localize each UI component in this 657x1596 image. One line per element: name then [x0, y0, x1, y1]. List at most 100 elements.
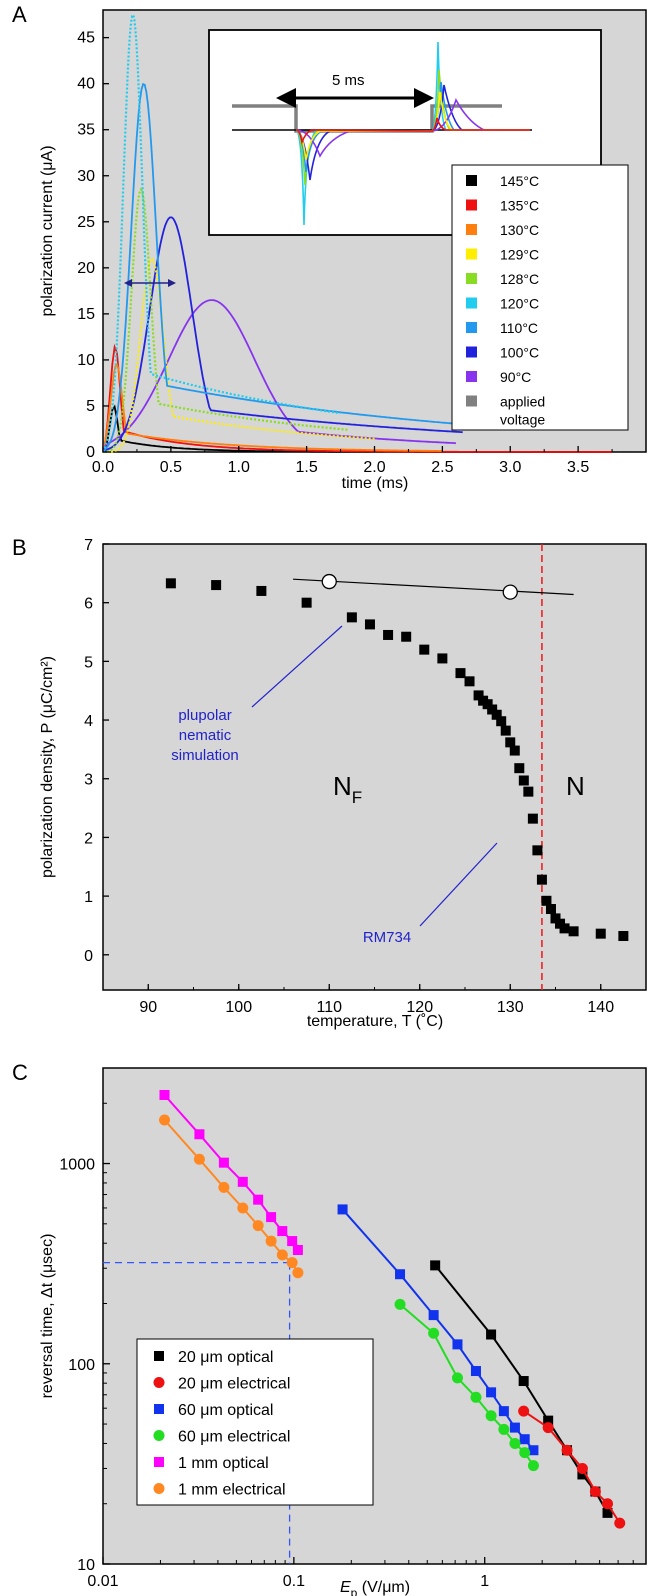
a-xtick-label: 1.0 — [228, 459, 250, 476]
rm734-leader-line — [419, 842, 498, 927]
c-circle-point — [158, 1114, 170, 1126]
rm734-point — [536, 874, 547, 885]
c-square-point — [519, 1434, 530, 1445]
rm734-point — [509, 745, 520, 756]
sim-label-line-3: simulation — [171, 747, 239, 764]
panel-a-axes: 0.0 0.5 1.0 1.5 2.0 2.5 3.0 3.5 0 5 10 15 20 25 30 35 40… — [77, 30, 613, 476]
rm734-point — [568, 926, 579, 937]
c-square-point — [337, 1204, 348, 1215]
c-legend-label: 60 μm optical — [178, 1402, 273, 1419]
panel-a-legend: 145°C 135°C 130°C 129°C 128°C 120°C 110°C 100°C… — [451, 164, 629, 431]
c-legend-label: 20 μm optical — [178, 1349, 273, 1366]
inset-arrowhead-right — [414, 88, 434, 108]
a-ytick-label: 10 — [77, 352, 95, 369]
c-ytick-label: 1000 — [59, 1157, 95, 1174]
rm734-point — [500, 725, 511, 736]
c-square-point — [237, 1176, 248, 1187]
sim-label-line-2: nematic — [179, 727, 232, 744]
c-ytick-label: 10 — [77, 1557, 95, 1574]
c-circle-point — [451, 1372, 463, 1384]
rm734-point — [256, 585, 267, 596]
panel-b-content — [165, 544, 629, 990]
c-square-point — [486, 1387, 497, 1398]
a-legend-swatch — [466, 224, 477, 235]
panel-c-content — [103, 1089, 626, 1564]
a-legend-label: 129°C — [500, 247, 539, 263]
rm734-point — [437, 653, 448, 664]
c-circle-point — [470, 1391, 482, 1403]
c-circle-point — [519, 1447, 531, 1459]
a-ytick-label: 30 — [77, 168, 95, 185]
phase-label-nf-sub: F — [352, 788, 362, 807]
c-circle-point — [576, 1462, 588, 1474]
a-legend-label: 100°C — [500, 345, 539, 361]
c-circle-point — [485, 1410, 497, 1422]
c-square-point — [218, 1157, 229, 1168]
b-ytick-label: 2 — [84, 830, 93, 847]
a-legend-label: 110°C — [500, 320, 538, 336]
a-arrow-left — [124, 279, 132, 287]
a-ytick-label: 20 — [77, 260, 95, 277]
a-legend-swatch — [466, 395, 477, 407]
sim-leader-line — [251, 625, 343, 708]
rm734-point — [383, 629, 394, 640]
c-square-point — [518, 1376, 529, 1387]
rm734-point — [532, 845, 543, 856]
a-legend-swatch — [466, 322, 477, 333]
rm734-point — [527, 813, 538, 824]
a-legend-label: 120°C — [500, 296, 539, 312]
a-series-curve — [102, 216, 463, 453]
c-circle-point — [218, 1181, 230, 1193]
c-circle-point — [561, 1444, 573, 1456]
panel-c-x-label-unit: (V/μm) — [357, 1579, 410, 1596]
b-ytick-label: 1 — [84, 889, 93, 906]
a-series-curve — [102, 187, 348, 454]
c-xtick-label: 1 — [480, 1573, 489, 1590]
c-circle-point — [614, 1517, 626, 1529]
panel-c-y-axis-label: reversal time, Δt (μsec) — [39, 1234, 56, 1399]
c-legend-label: 1 mm electrical — [178, 1482, 286, 1499]
rm734-point — [595, 928, 606, 939]
c-circle-point — [498, 1423, 510, 1435]
panel-b-y-axis-label: polarization density, P (μC/cm²) — [39, 656, 56, 878]
panel-a-y-axis-label: polarization current (μA) — [39, 145, 56, 316]
phase-label-nf-main: N — [333, 771, 352, 801]
c-square-point — [498, 1406, 509, 1417]
rm734-point — [491, 709, 502, 720]
c-legend-circle — [153, 1483, 165, 1494]
c-circle-point — [286, 1257, 298, 1269]
a-xtick-label: 0.0 — [92, 459, 114, 476]
c-circle-point — [193, 1153, 205, 1165]
panel-c-x-axis-label: Ep (V/μm) — [340, 1579, 410, 1596]
a-legend-label: 145°C — [500, 173, 539, 189]
panel-c: C 0.01 0.1 1 10 100 1000 Ep (V/μm) reversal t… — [12, 1060, 647, 1596]
c-square-point — [577, 1469, 588, 1480]
a-series-curve — [102, 299, 456, 453]
c-ytick-label: 100 — [68, 1357, 95, 1374]
panel-a-double-arrow — [124, 279, 176, 287]
panel-letter-a: A — [12, 2, 27, 27]
a-xtick-label: 2.5 — [431, 459, 453, 476]
rm734-point — [618, 931, 629, 942]
a-series-curve — [102, 362, 443, 453]
inset-current-trace — [295, 117, 530, 145]
a-ytick-label: 40 — [77, 76, 95, 93]
a-legend-swatch — [466, 175, 477, 186]
panel-a-x-axis-label: time (ms) — [342, 475, 409, 492]
panel-letter-c: C — [12, 1060, 28, 1085]
phase-label-nf: NF — [333, 771, 362, 807]
a-legend-swatch — [466, 371, 477, 382]
rm734-point — [496, 716, 507, 727]
b-ytick-label: 6 — [84, 596, 93, 613]
a-series-curve — [102, 82, 456, 453]
c-legend-label: 20 μm electrical — [178, 1376, 290, 1393]
panel-c-legend: 20 μm optical 20 μm electrical 60 μm optic… — [136, 1338, 374, 1506]
inset-duration-label: 5 ms — [332, 72, 365, 89]
rm734-point — [464, 676, 475, 687]
c-square-point — [509, 1422, 520, 1433]
a-xtick-label: 1.5 — [296, 459, 318, 476]
b-ytick-label: 0 — [84, 948, 93, 965]
c-square-point — [452, 1339, 463, 1350]
panel-b-axes: 90 100 110 120 130 140 0 1 2 3 4 5 6 7 — [84, 537, 647, 1016]
c-square-point — [277, 1226, 288, 1237]
